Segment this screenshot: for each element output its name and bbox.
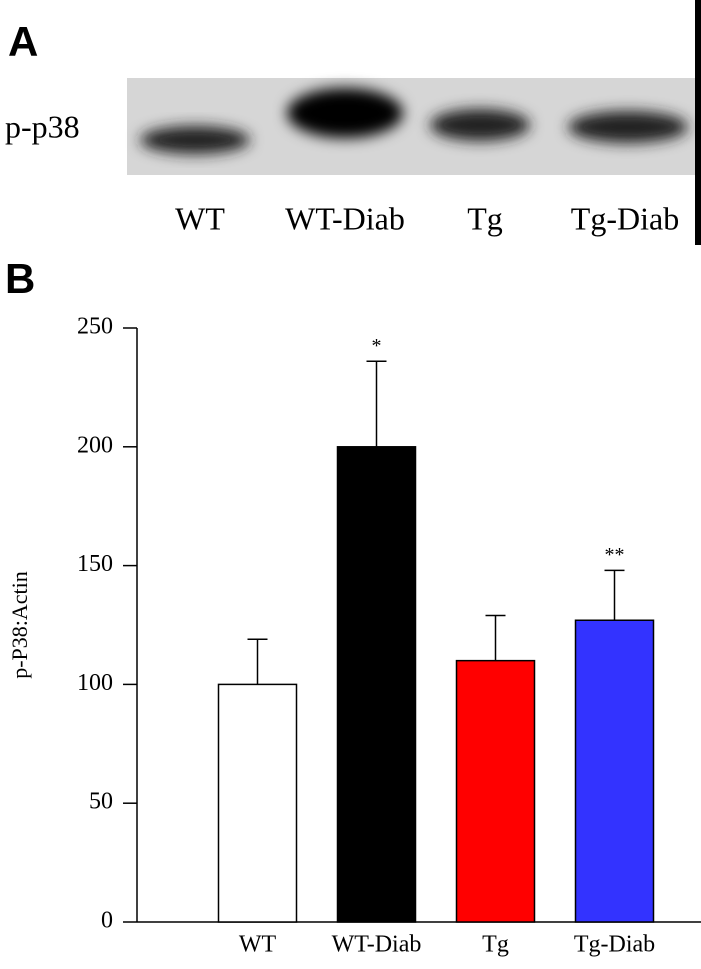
- blot: [127, 78, 695, 175]
- bar: [336, 446, 417, 923]
- bar: [455, 659, 536, 923]
- lane-label: WT: [175, 200, 225, 236]
- lane-labels: WT WT-Diab Tg Tg-Diab: [175, 200, 679, 236]
- y-axis-label: p-P38:Actin: [7, 571, 32, 679]
- y-tick-label: 0: [101, 908, 113, 934]
- x-tick-label: WT-Diab: [332, 932, 422, 958]
- edge-bar: [695, 0, 701, 245]
- significance-mark: *: [372, 335, 382, 357]
- x-tick-label: Tg-Diab: [574, 932, 655, 958]
- y-tick-label: 250: [77, 314, 113, 340]
- lane-label: Tg: [467, 200, 503, 236]
- x-tick-label: Tg: [482, 932, 509, 958]
- x-tick-label: WT: [239, 932, 277, 958]
- panel-label: A: [8, 18, 38, 65]
- bar: [574, 619, 655, 923]
- significance-mark: **: [605, 544, 625, 566]
- bar: [217, 683, 298, 923]
- y-tick-label: 50: [89, 789, 113, 815]
- y-tick-label: 150: [77, 551, 113, 577]
- blot-row-label: p-p38: [5, 108, 80, 144]
- lane-label: WT-Diab: [285, 200, 405, 236]
- y-tick-label: 200: [77, 432, 113, 458]
- lane-label: Tg-Diab: [571, 200, 679, 236]
- y-tick-label: 100: [77, 670, 113, 696]
- panel-label: B: [5, 255, 35, 302]
